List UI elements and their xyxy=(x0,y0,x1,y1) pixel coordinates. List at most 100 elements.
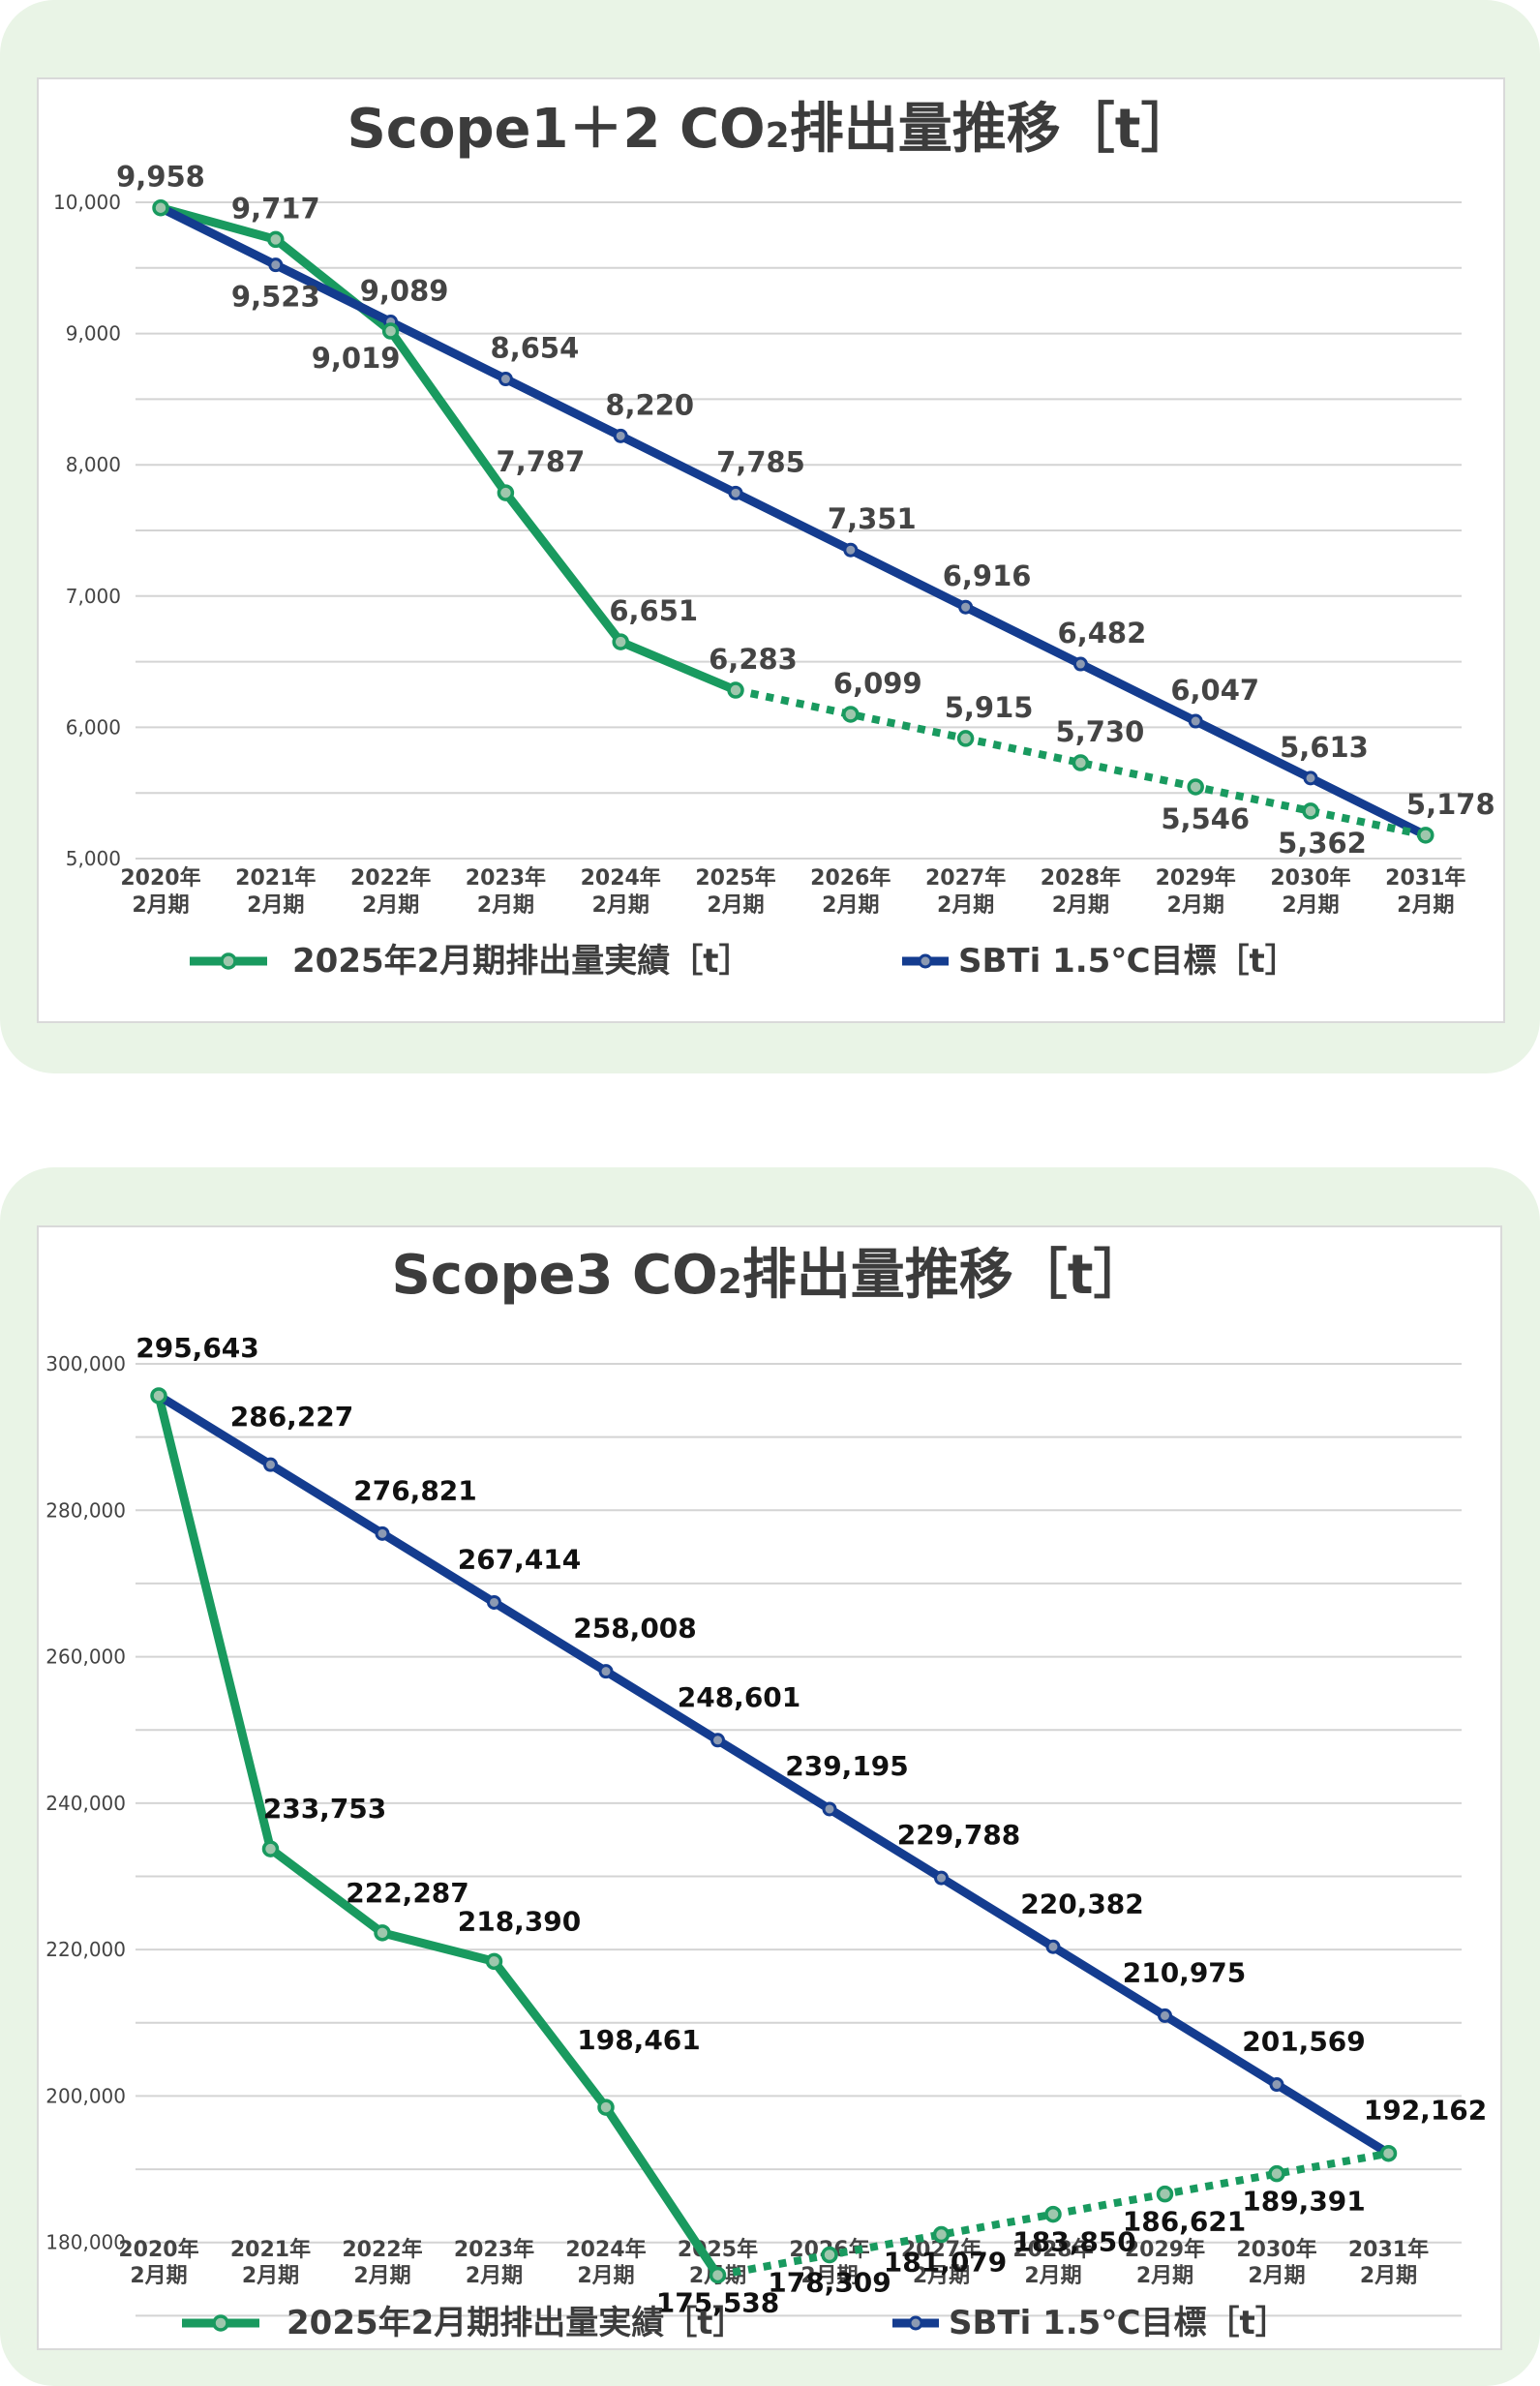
scope3-actual-point xyxy=(1268,2164,1285,2183)
scope3-ytick-label: 220,000 xyxy=(45,1938,126,1961)
scope3-xtick-label: 2028年 xyxy=(1012,2237,1093,2262)
scope12-target-data-label: 9,523 xyxy=(231,281,320,314)
scope12-actual-data-label: 6,099 xyxy=(833,667,922,700)
scope12-actual-data-label: 9,717 xyxy=(231,192,320,225)
scope12-xtick-label: 2021年 xyxy=(235,865,316,891)
scope3-ytick-label: 300,000 xyxy=(45,1352,126,1375)
scope12-xtick-label: 2024年 xyxy=(581,865,661,891)
scope3-actual-data-label: 218,390 xyxy=(458,1905,582,1937)
scope12-xtick-label: 2022年 xyxy=(350,865,431,891)
scope3-actual-point xyxy=(932,2225,951,2244)
scope3-xtick-label: 2024年 xyxy=(565,2237,646,2262)
scope3-actual-data-label: 186,621 xyxy=(1123,2206,1247,2238)
scope12-actual-point xyxy=(1302,802,1319,820)
scope12-xtick-label: 2月期 xyxy=(362,893,419,918)
scope12-target-point xyxy=(728,485,743,500)
scope12-actual-data-label: 6,283 xyxy=(709,643,798,676)
scope12-target-series-line xyxy=(156,203,1431,840)
scope12-panel: Scope1＋2 CO2排出量推移［t］ 5,000 6,000 7,000 8,000… xyxy=(0,0,1540,1073)
scope3-target-data-label: 295,643 xyxy=(136,1332,259,1364)
scope3-target-point xyxy=(1158,2008,1172,2023)
scope3-target-data-label: 276,821 xyxy=(353,1474,477,1506)
scope3-target-series-line xyxy=(154,1391,1393,2159)
scope12-legend-actual-marker xyxy=(220,952,237,970)
scope12-xtick-label: 2月期 xyxy=(822,893,879,918)
scope12-xtick-label: 2月期 xyxy=(247,893,304,918)
scope12-xtick-label: 2027年 xyxy=(925,865,1006,891)
scope12-target-point xyxy=(1072,656,1088,672)
scope3-ytick-label: 260,000 xyxy=(45,1646,126,1669)
scope12-xtick-label: 2月期 xyxy=(1397,893,1454,918)
scope12-legend-target-label: SBTi 1.5℃目標［t］ xyxy=(958,942,1298,981)
scope3-xtick-label: 2月期 xyxy=(1136,2264,1193,2288)
scope12-ytick-label: 6,000 xyxy=(66,715,121,739)
scope12-chart: Scope1＋2 CO2排出量推移［t］ 5,000 6,000 7,000 8,000… xyxy=(53,98,1495,981)
scope3-actual-data-label: 222,287 xyxy=(346,1877,469,1909)
scope12-target-data-label: 6,047 xyxy=(1170,674,1259,707)
scope3-xtick-label: 2月期 xyxy=(577,2264,634,2288)
scope3-xtick-label: 2023年 xyxy=(454,2237,534,2262)
scope3-legend-actual-label: 2025年2月期排出量実績［t］ xyxy=(287,2304,746,2342)
scope12-actual-point xyxy=(1187,778,1204,796)
scope3-ytick-label: 240,000 xyxy=(45,1792,126,1815)
scope12-xtick-label: 2020年 xyxy=(120,865,200,891)
scope12-xtick-label: 2026年 xyxy=(810,865,891,891)
scope12-ytick-label: 5,000 xyxy=(66,847,121,870)
scope12-actual-point xyxy=(956,730,975,747)
scope3-actual-data-label: 198,461 xyxy=(577,2024,701,2056)
scope3-actual-point xyxy=(485,1952,503,1971)
scope3-target-point xyxy=(822,1801,837,1817)
scope12-actual-data-label: 5,915 xyxy=(945,691,1034,724)
scope12-xtick-label: 2029年 xyxy=(1156,865,1236,891)
scope3-ytick-label: 180,000 xyxy=(45,2231,126,2254)
scope12-xtick-label: 2月期 xyxy=(477,893,534,918)
scope3-target-point xyxy=(598,1664,614,1679)
scope3-xtick-label: 2月期 xyxy=(1024,2264,1081,2288)
scope12-actual-point xyxy=(381,322,400,340)
scope12-xtick-label: 2025年 xyxy=(695,865,775,891)
scope12-xtick-label: 2月期 xyxy=(937,893,994,918)
scope3-xtick-label: 2月期 xyxy=(353,2264,410,2288)
scope12-target-point xyxy=(498,372,513,387)
scope3-actual-point xyxy=(1044,2205,1062,2223)
scope3-actual-data-label: 181,079 xyxy=(884,2247,1008,2279)
scope12-xtick-label: 2028年 xyxy=(1041,865,1121,891)
scope12-chart-title: Scope1＋2 CO2排出量推移［t］ xyxy=(347,98,1194,161)
scope12-actual-point xyxy=(1072,754,1090,771)
scope12-ytick-label: 8,000 xyxy=(66,453,121,476)
scope3-xtick-label: 2月期 xyxy=(130,2264,187,2288)
scope12-legend-target-marker xyxy=(918,953,933,969)
scope3-xtick-label: 2月期 xyxy=(242,2264,299,2288)
scope3-xtick-label: 2020年 xyxy=(118,2237,198,2262)
scope12-actual-data-label: 9,019 xyxy=(312,342,401,375)
scope3-xtick-label: 2031年 xyxy=(1348,2237,1429,2262)
scope12-xtick-label: 2月期 xyxy=(1282,893,1339,918)
scope12-actual-data-label: 5,730 xyxy=(1056,715,1145,748)
scope12-actual-series-line xyxy=(156,203,740,695)
scope12-target-point xyxy=(1303,770,1318,786)
scope12-target-data-label: 6,482 xyxy=(1058,617,1147,649)
scope3-target-data-label: 286,227 xyxy=(230,1401,354,1433)
scope12-target-point xyxy=(1188,713,1203,729)
scope3-target-data-label: 248,601 xyxy=(678,1681,801,1713)
scope12-ytick-label: 7,000 xyxy=(66,585,121,608)
scope12-actual-data-label: 9,958 xyxy=(116,161,205,194)
scope3-ytick-label: 280,000 xyxy=(45,1498,126,1522)
scope3-legend-target-marker xyxy=(908,2315,923,2331)
scope12-actual-point xyxy=(727,681,744,699)
scope3-target-data-label: 192,162 xyxy=(1364,2095,1488,2127)
scope12-target-point xyxy=(958,599,974,615)
scope12-target-point xyxy=(613,428,628,443)
scope12-target-point xyxy=(843,542,859,558)
scope12-legend-actual-label: 2025年2月期排出量実績［t］ xyxy=(292,942,752,981)
scope12-target-data-label: 5,178 xyxy=(1406,788,1495,821)
scope3-target-data-label: 267,414 xyxy=(458,1543,582,1575)
scope3-actual-data-label: 189,391 xyxy=(1242,2186,1366,2218)
scope3-actual-point xyxy=(1156,2185,1174,2203)
scope12-xtick-label: 2月期 xyxy=(707,893,764,918)
scope3-xtick-label: 2022年 xyxy=(342,2237,422,2262)
scope12-target-data-label: 5,613 xyxy=(1280,731,1369,764)
scope3-xtick-label: 2月期 xyxy=(1360,2264,1417,2288)
scope3-xtick-label: 2029年 xyxy=(1125,2237,1205,2262)
scope3-actual-point xyxy=(150,1387,167,1404)
